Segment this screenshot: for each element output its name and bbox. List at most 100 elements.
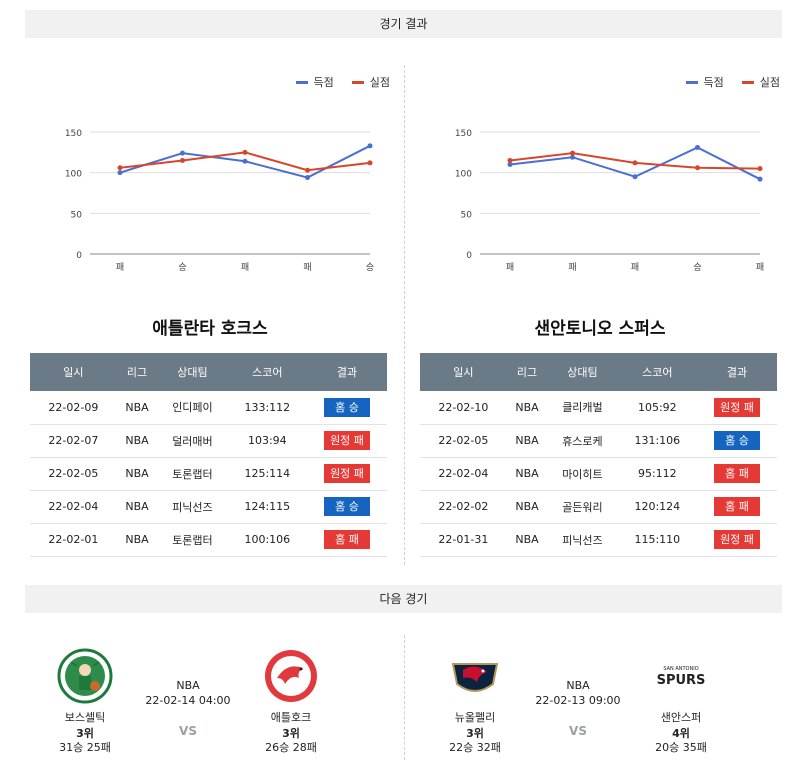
team-title: 애틀란타 호크스: [152, 319, 268, 339]
cell-opponent: 피닉선즈: [547, 523, 618, 557]
cell-league: NBA: [116, 490, 158, 524]
cell-result: 홈 승: [307, 490, 387, 524]
cell-score: 124:115: [227, 490, 308, 524]
data-point: [180, 150, 185, 156]
result-badge: 원정 패: [324, 431, 370, 450]
cell-league: NBA: [116, 523, 158, 557]
table-row: 22-02-07 NBA 덜러매버 103:94 원정 패: [30, 424, 387, 458]
team-record: 22승 32패: [449, 741, 501, 754]
cell-score: 103:94: [227, 424, 308, 458]
home-team: 보스셀틱 3위 31승 25패: [30, 648, 140, 755]
match-info: NBA 22-02-13 09:00: [530, 678, 626, 708]
x-tick-label: 패: [303, 262, 311, 273]
data-point: [180, 157, 185, 163]
col-date: 일시: [420, 353, 507, 391]
table-row: 22-02-09 NBA 인디페이 133:112 홈 승: [30, 391, 387, 425]
next-game-card: 뉴올펠리 3위 22승 32패 NBA 22-02-13 09:00 VS SA…: [420, 648, 780, 758]
table-row: 22-02-05 NBA 휴스로케 131:106 홈 승: [420, 424, 777, 458]
data-point: [570, 154, 575, 160]
data-point: [695, 165, 700, 171]
y-tick-label: 100: [65, 170, 82, 180]
y-tick-label: 50: [461, 210, 473, 220]
team-rank: 4위: [672, 727, 690, 740]
match-league: NBA: [176, 679, 200, 692]
x-tick-label: 패: [631, 262, 639, 273]
result-badge: 원정 패: [324, 464, 370, 483]
legend-scored: 득점: [685, 74, 724, 90]
table-header-row: 일시 리그 상대팀 스코어 결과: [30, 353, 387, 391]
next-game-section-title: 다음 경기: [379, 592, 428, 606]
cell-date: 22-02-10: [420, 391, 507, 425]
data-point: [757, 166, 763, 172]
data-point: [242, 158, 248, 164]
cell-result: 원정 패: [697, 391, 777, 425]
match-datetime: 22-02-14 04:00: [145, 694, 231, 707]
cell-opponent: 마이히트: [547, 457, 618, 491]
data-point: [507, 162, 513, 168]
team-name: 보스셀틱: [64, 711, 106, 724]
form-line-chart: 0 50 100 150 패 승 패 패 승: [65, 129, 374, 273]
cell-date: 22-02-01: [30, 523, 117, 557]
cell-result: 원정 패: [307, 457, 387, 491]
col-score: 스코어: [617, 353, 698, 391]
table-row: 22-02-10 NBA 클리캐벌 105:92 원정 패: [420, 391, 777, 425]
cell-league: NBA: [506, 523, 548, 557]
vs-label: VS: [179, 724, 197, 738]
chart-grid: [90, 131, 370, 255]
col-league: 리그: [506, 353, 548, 391]
result-badge: 홈 승: [324, 497, 370, 516]
results-section-title: 경기 결과: [379, 17, 428, 31]
col-score: 스코어: [227, 353, 308, 391]
y-tick-label: 150: [65, 129, 82, 139]
team-name: 애틀호크: [270, 711, 312, 724]
data-point: [242, 149, 248, 155]
table-row: 22-01-31 NBA 피닉선즈 115:110 원정 패: [420, 523, 777, 557]
cell-score: 115:110: [617, 523, 698, 557]
y-tick-label: 100: [455, 170, 472, 180]
result-badge: 홈 승: [714, 431, 760, 450]
legend-scored-label: 득점: [703, 76, 724, 89]
data-point: [367, 143, 373, 149]
x-tick-label: 승: [178, 262, 186, 273]
chart-grid: [480, 131, 760, 255]
cell-score: 125:114: [227, 457, 308, 491]
cell-score: 131:106: [617, 424, 698, 458]
cell-date: 22-02-04: [30, 490, 117, 524]
cell-opponent: 토론랩터: [157, 523, 228, 557]
vs-label: VS: [569, 724, 587, 738]
spurs-logo-small-text: SAN ANTONIO: [663, 666, 698, 672]
col-league: 리그: [116, 353, 158, 391]
cell-date: 22-02-04: [420, 457, 507, 491]
cell-opponent: 덜러매버: [157, 424, 228, 458]
cell-result: 홈 승: [697, 424, 777, 458]
data-point: [507, 157, 513, 163]
cell-date: 22-02-05: [30, 457, 117, 491]
legend-conceded: 실점: [351, 74, 390, 90]
team-name: 뉴올펠리: [454, 711, 496, 724]
legend-scored: 득점: [295, 74, 334, 90]
x-tick-label: 패: [756, 262, 764, 273]
cell-opponent: 골든워리: [547, 490, 618, 524]
col-opponent: 상대팀: [547, 353, 618, 391]
cell-league: NBA: [506, 424, 548, 458]
data-point: [117, 170, 123, 176]
chart-legend: 득점 실점: [295, 74, 390, 90]
legend-conceded: 실점: [741, 74, 780, 90]
cell-opponent: 토론랩터: [157, 457, 228, 491]
cell-date: 22-02-07: [30, 424, 117, 458]
legend-scored-label: 득점: [313, 76, 334, 89]
cell-league: NBA: [116, 391, 158, 425]
cell-result: 홈 패: [697, 490, 777, 524]
next-game-card: 보스셀틱 3위 31승 25패 NBA 22-02-14 04:00 VS 애틀…: [30, 648, 390, 758]
legend-conceded-swatch: [741, 80, 754, 84]
col-result: 결과: [697, 353, 777, 391]
away-team: 애틀호크 3위 26승 28패: [236, 648, 346, 755]
data-point: [305, 175, 310, 181]
x-tick-label: 패: [241, 262, 249, 273]
data-point: [632, 174, 638, 180]
y-tick-label: 0: [76, 251, 82, 261]
legend-conceded-swatch: [351, 80, 364, 84]
team-title: 샌안토니오 스퍼스: [534, 319, 666, 339]
result-badge: 원정 패: [714, 397, 760, 417]
next-game-section-header: 다음 경기: [25, 585, 782, 613]
